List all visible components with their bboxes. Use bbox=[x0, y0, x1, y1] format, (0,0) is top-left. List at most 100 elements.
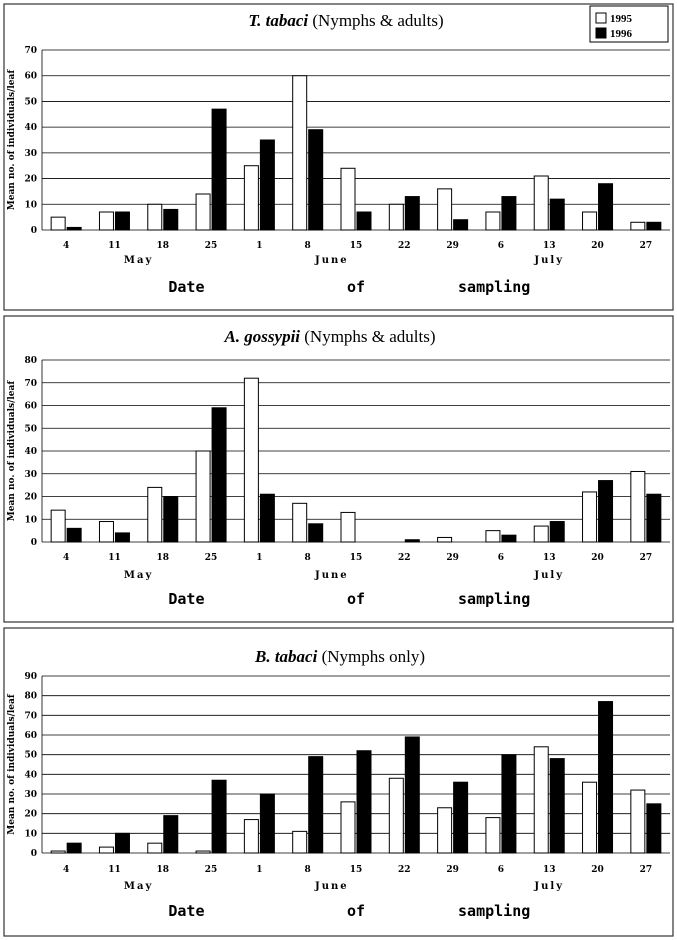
legend-label-1995: 1995 bbox=[610, 13, 633, 25]
y-tick-label: 0 bbox=[31, 849, 37, 859]
y-tick-label: 20 bbox=[24, 175, 37, 185]
y-tick-label: 60 bbox=[24, 72, 37, 82]
chart-title-rest: (Nymphs only) bbox=[317, 647, 425, 666]
x-tick-label: 6 bbox=[498, 241, 504, 251]
bar-1996-8 bbox=[308, 129, 324, 231]
bar-1995-13 bbox=[533, 175, 549, 231]
chart-title-species: A. gossypii bbox=[223, 327, 300, 346]
x-tick-label: 20 bbox=[591, 865, 604, 875]
bar-1996-6 bbox=[501, 534, 517, 543]
month-label-may: May bbox=[124, 255, 153, 266]
legend: 1995 1996 bbox=[589, 5, 669, 43]
x-tick-label: 11 bbox=[108, 865, 121, 875]
bar-1995-4 bbox=[50, 216, 66, 231]
y-tick-label: 50 bbox=[24, 424, 37, 434]
x-tick-label: 11 bbox=[108, 241, 121, 251]
bar-1996-13 bbox=[549, 198, 565, 231]
y-tick-label: 50 bbox=[24, 751, 37, 761]
x-tick-label: 8 bbox=[305, 241, 311, 251]
bar-1996-11 bbox=[114, 832, 130, 854]
month-label-may: May bbox=[124, 881, 153, 892]
x-tick-label: 18 bbox=[157, 241, 170, 251]
bar-1996-29 bbox=[453, 219, 469, 231]
bar-1995-6 bbox=[485, 530, 501, 543]
bar-1995-18 bbox=[147, 486, 163, 543]
bar-1996-6 bbox=[501, 196, 517, 231]
y-tick-label: 10 bbox=[24, 515, 37, 525]
bar-1996-27 bbox=[646, 221, 662, 231]
chart-title-species: B. tabaci bbox=[254, 647, 318, 666]
y-tick-label: 0 bbox=[31, 226, 37, 236]
bar-1995-11 bbox=[98, 211, 114, 231]
y-tick-label: 40 bbox=[24, 447, 37, 457]
x-tick-label: 22 bbox=[398, 553, 411, 563]
bar-1995-15 bbox=[340, 511, 356, 543]
bar-1995-13 bbox=[533, 746, 549, 854]
bar-1996-25 bbox=[211, 407, 227, 543]
bar-1996-1 bbox=[259, 493, 275, 543]
x-tick-label: 8 bbox=[305, 865, 311, 875]
bar-1996-4 bbox=[66, 527, 82, 543]
x-tick-label: 1 bbox=[256, 241, 262, 251]
chart-panel-a-gossypii: A. gossypii (Nymphs & adults) 0 10 20 30 40 50… bbox=[3, 315, 674, 623]
month-label-june: June bbox=[314, 881, 349, 892]
chart-title-rest: (Nymphs & adults) bbox=[300, 327, 436, 346]
x-tick-label: 20 bbox=[591, 553, 604, 563]
bar-1996-25 bbox=[211, 779, 227, 854]
y-tick-label: 30 bbox=[24, 470, 37, 480]
bar-1995-15 bbox=[340, 167, 356, 231]
legend-label-1996: 1996 bbox=[610, 28, 633, 40]
bar-1996-8 bbox=[308, 523, 324, 543]
bar-1995-29 bbox=[437, 188, 453, 231]
x-tick-label: 25 bbox=[205, 241, 218, 251]
x-tick-label: 22 bbox=[398, 241, 411, 251]
bar-1996-4 bbox=[66, 842, 82, 854]
bar-1996-1 bbox=[259, 793, 275, 854]
x-tick-label: 4 bbox=[63, 553, 69, 563]
bar-1996-27 bbox=[646, 493, 662, 543]
x-tick-label: 11 bbox=[108, 553, 121, 563]
bar-1995-1 bbox=[243, 165, 259, 231]
y-tick-label: 10 bbox=[24, 829, 37, 839]
bar-1995-27 bbox=[630, 789, 646, 854]
y-tick-label: 80 bbox=[24, 356, 37, 366]
x-tick-label: 22 bbox=[398, 865, 411, 875]
bar-1996-15 bbox=[356, 750, 372, 854]
panel-border bbox=[3, 315, 674, 623]
bar-1996-18 bbox=[163, 208, 179, 231]
x-axis-label-word: Date bbox=[168, 590, 204, 608]
bar-1996-8 bbox=[308, 756, 324, 854]
month-label-july: July bbox=[533, 570, 564, 581]
bar-1996-22 bbox=[404, 196, 420, 231]
x-tick-label: 6 bbox=[498, 865, 504, 875]
y-tick-label: 0 bbox=[31, 538, 37, 548]
bar-1996-6 bbox=[501, 754, 517, 854]
bar-1995-6 bbox=[485, 817, 501, 854]
month-label-july: July bbox=[533, 881, 564, 892]
bar-1995-1 bbox=[243, 377, 259, 543]
bar-1995-22 bbox=[388, 777, 404, 854]
bar-1995-8 bbox=[292, 75, 308, 231]
bar-1996-20 bbox=[598, 183, 614, 231]
y-axis-label: Mean no. of individuals/leaf bbox=[7, 693, 17, 835]
bar-1996-1 bbox=[259, 139, 275, 231]
x-axis-label-word: of bbox=[347, 902, 365, 920]
bar-1995-1 bbox=[243, 819, 259, 854]
x-tick-label: 15 bbox=[350, 241, 363, 251]
y-tick-label: 60 bbox=[24, 402, 37, 412]
x-tick-label: 27 bbox=[640, 865, 653, 875]
x-tick-label: 13 bbox=[543, 553, 556, 563]
y-tick-label: 90 bbox=[24, 672, 37, 682]
legend-swatch-1995 bbox=[595, 12, 607, 24]
bar-1995-29 bbox=[437, 536, 453, 543]
bar-1995-4 bbox=[50, 509, 66, 543]
bar-1995-13 bbox=[533, 525, 549, 543]
bar-1996-11 bbox=[114, 532, 130, 543]
bar-1996-18 bbox=[163, 815, 179, 854]
y-tick-label: 80 bbox=[24, 692, 37, 702]
bar-1996-11 bbox=[114, 211, 130, 231]
bar-1995-8 bbox=[292, 502, 308, 543]
x-tick-label: 25 bbox=[205, 553, 218, 563]
bar-1995-6 bbox=[485, 211, 501, 231]
